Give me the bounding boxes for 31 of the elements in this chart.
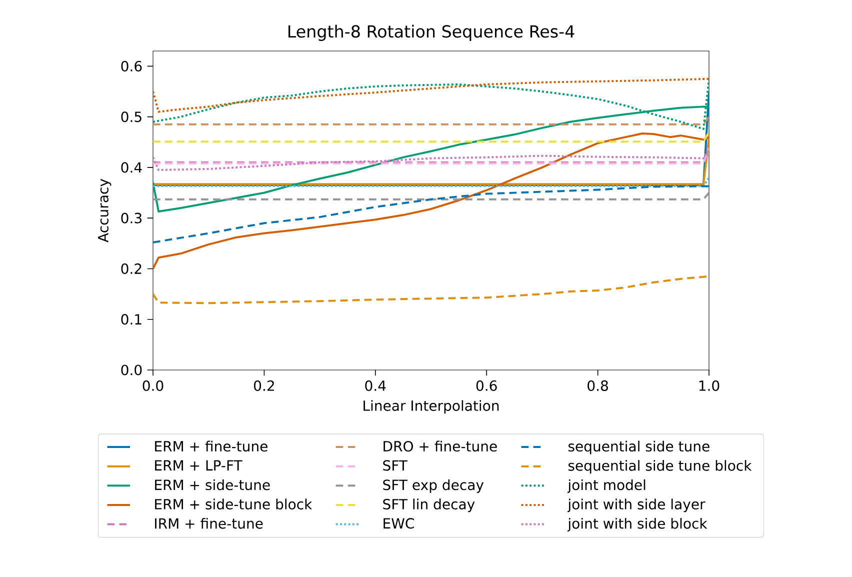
y-axis-title: Accuracy: [98, 178, 112, 242]
y-tick-label: 0.6: [121, 60, 142, 72]
legend-label: ERM + side-tune block: [155, 498, 312, 510]
x-tick-label: 0.4: [365, 380, 386, 391]
x-tick-label: 0.2: [254, 380, 274, 391]
x-axis-title: Linear Interpolation: [364, 400, 499, 414]
x-tick-label: 0.8: [588, 380, 608, 391]
y-tick-label: 0.5: [121, 112, 142, 122]
legend-label: joint with side layer: [567, 498, 706, 512]
legend-label: joint with side block: [567, 518, 708, 532]
chart-title: Length-8 Rotation Sequence Res-4: [288, 24, 574, 41]
legend-label: sequential side tune block: [568, 460, 752, 474]
legend-label: ERM + LP-FT: [155, 460, 242, 470]
legend-label: ERM + side-tune: [155, 479, 270, 490]
x-tick-label: 1.0: [699, 380, 720, 391]
legend-label: SFT exp decay: [383, 479, 484, 493]
x-tick-label: 0.6: [476, 380, 497, 391]
y-tick-label: 0.3: [121, 212, 142, 224]
legend-label: SFT: [383, 460, 408, 471]
legend-label: joint model: [567, 479, 646, 493]
x-tick-label: 0.0: [142, 380, 164, 391]
legend-label: ERM + fine-tune: [155, 440, 268, 452]
y-tick-label: 0.1: [121, 314, 142, 325]
y-tick-label: 0.0: [121, 364, 142, 376]
legend-label: SFT lin decay: [383, 498, 475, 512]
legend-label: sequential side tune: [568, 440, 710, 454]
legend-label: DRO + fine-tune: [384, 440, 497, 452]
legend-label: IRM + fine-tune: [155, 518, 263, 529]
y-tick-label: 0.2: [121, 263, 142, 274]
legend-label: EWC: [384, 518, 414, 529]
y-tick-label: 0.4: [121, 162, 142, 173]
